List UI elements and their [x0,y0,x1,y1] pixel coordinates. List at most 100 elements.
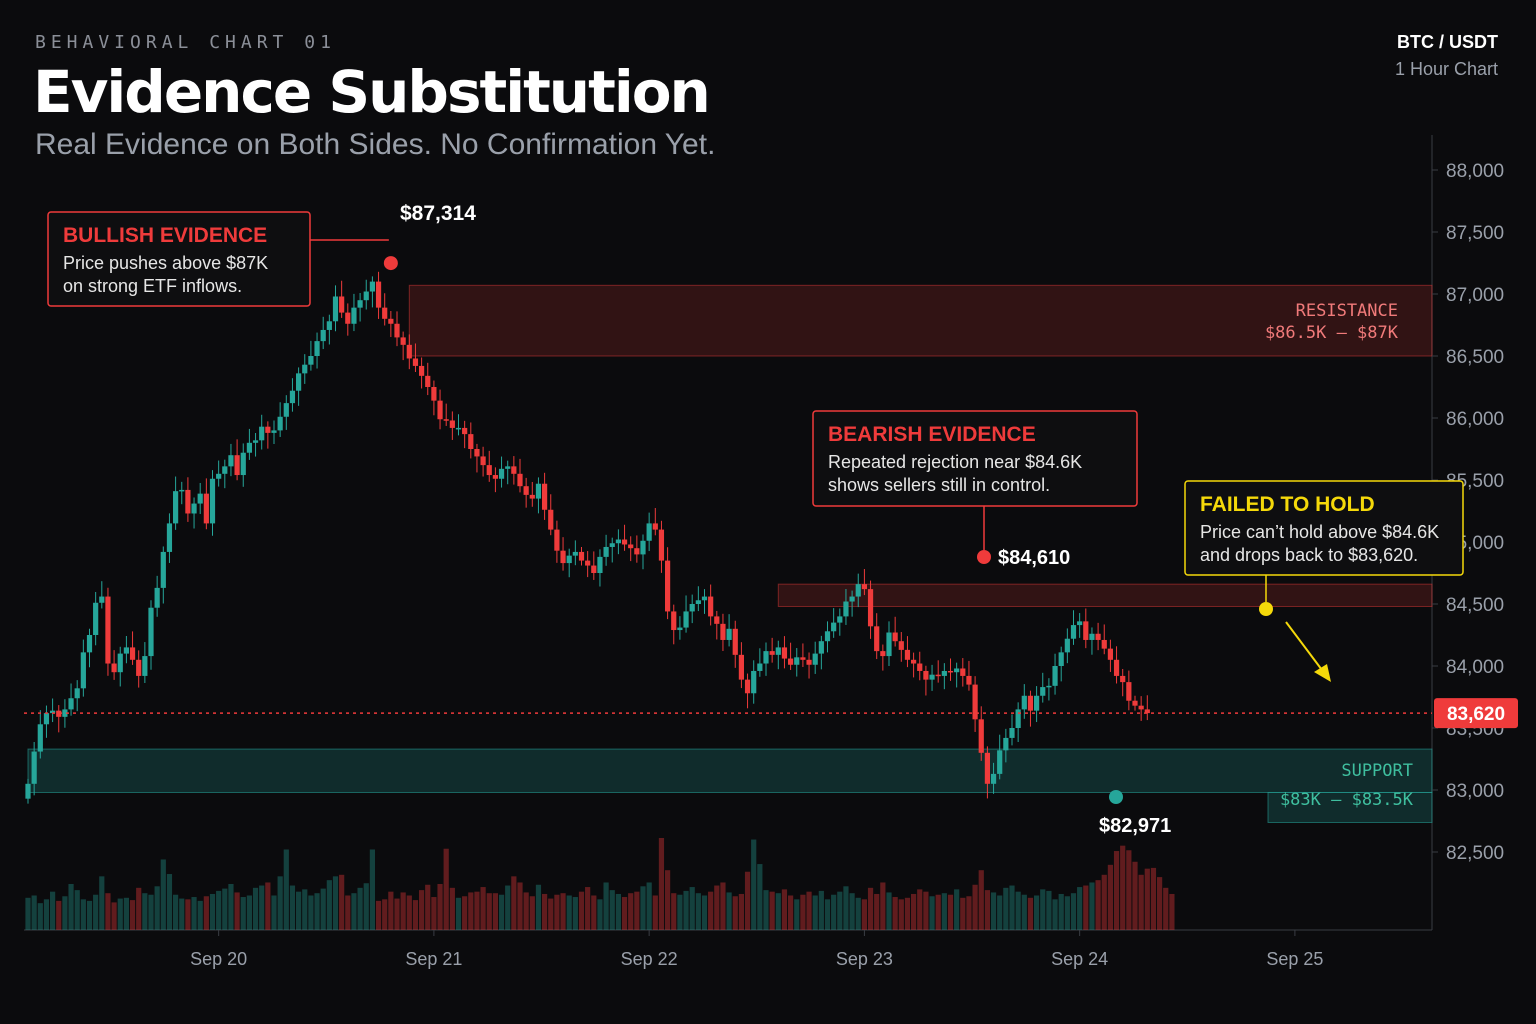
candle-body [289,390,296,404]
candle-body [179,489,185,492]
resistance-range-label: $86.5K – $87K [1265,323,1399,343]
volume-bar [997,895,1003,930]
volume-bar [867,887,874,930]
candle-body [751,670,757,694]
volume-bar [806,891,812,930]
volume-bar [1077,887,1083,930]
candle-body [228,455,234,467]
volume-bar [954,889,960,930]
candle-body [1126,682,1132,701]
volume-bar [984,890,990,930]
volume-bar [646,882,652,930]
candle-body [314,341,320,356]
candle-body [173,491,179,524]
volume-bar [665,870,671,930]
volume-bar [462,896,468,930]
volume-bar [388,891,394,930]
volume-bar [523,892,529,930]
volume-bar [216,890,222,930]
volume-bar [25,897,31,930]
candle-body [425,375,431,387]
y-tick-label: 87,000 [1446,285,1504,306]
candle-body [68,698,74,710]
candle-body [947,670,954,673]
candle-body [406,344,412,359]
candle-body [585,560,591,566]
candle-body [714,616,720,624]
volume-bar [763,890,769,930]
candle-body [609,543,615,547]
volume-bar [812,895,818,930]
candle-body [732,628,738,655]
candle-body [800,657,806,660]
candle-body [308,356,314,365]
candle-body [271,430,277,433]
candle-body [904,649,911,660]
candle-body [763,651,769,664]
volume-bar [394,898,400,930]
peak-marker [383,256,398,271]
candle-body [855,584,861,597]
volume-bar [308,895,314,930]
y-tick-label: 88,000 [1446,161,1504,182]
candle-body [498,468,505,479]
volume-bar [923,891,929,930]
volume-bar [917,889,923,930]
candle-body [56,710,62,717]
volume-bar [837,891,843,930]
y-tick-label: 83,000 [1446,781,1504,802]
volume-bar [929,896,935,930]
candle-body [1138,705,1144,710]
volume-bar [1089,882,1095,930]
chart-kicker: BEHAVIORAL CHART 01 [35,32,336,53]
candle-body [658,529,665,561]
volume-bar [363,883,369,930]
volume-bar [1163,887,1169,930]
rejection-label: $84,610 [998,547,1070,569]
volume-bar [474,891,480,930]
volume-bar [621,897,628,930]
candle-body [788,658,794,665]
candle-body [216,473,222,479]
candle-body [818,641,824,654]
candle-body [1077,621,1083,626]
candle-body [1083,621,1089,640]
resistance-label: RESISTANCE [1296,301,1398,321]
volume-bar [105,893,111,930]
volume-bar [345,895,351,930]
volume-bar [849,893,855,930]
volume-bar [271,895,277,930]
volume-bar [203,896,209,930]
volume-bar [701,895,708,930]
candle-body [1070,625,1077,639]
candle-body [320,329,326,342]
candle-body [148,607,154,657]
volume-bar [978,870,984,930]
volume-bar [1101,874,1107,930]
candle-body [259,426,265,441]
volume-bar [818,890,824,930]
candle-body [837,616,843,623]
candle-body [812,653,818,665]
candle-body [1132,700,1138,706]
y-tick-label: 87,500 [1446,223,1504,244]
volume-bar [246,895,252,930]
volume-bar [566,895,572,930]
candle-body [136,659,142,676]
volume-bar [43,899,50,930]
volume-bar [855,897,861,930]
volume-bar [591,895,597,930]
candle-body [345,312,351,324]
candle-body [1120,675,1126,683]
candle-body [265,426,271,433]
volume-bar [209,893,216,930]
x-tick-label: Sep 21 [405,949,462,969]
volume-bar [431,897,437,930]
volume-bar [111,902,117,930]
candle-body [296,373,302,391]
volume-bar [240,897,246,930]
annotation-title-bullish: BULLISH EVIDENCE [63,224,267,247]
volume-bar [861,899,867,930]
volume-bar [517,882,523,930]
rejection-marker [977,550,991,564]
